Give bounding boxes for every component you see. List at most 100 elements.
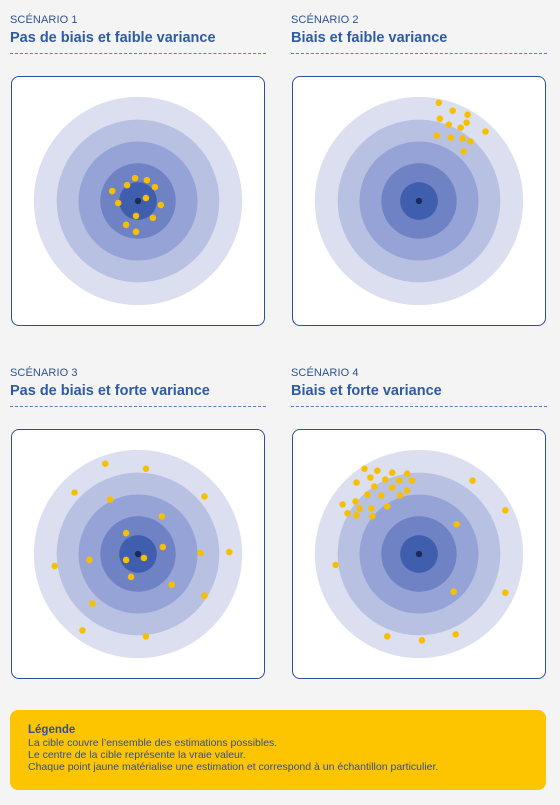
estimate-dot xyxy=(467,138,474,145)
scenario-2-target-panel xyxy=(292,76,546,326)
scenario-3-header: SCÉNARIO 3 Pas de biais et forte varianc… xyxy=(10,367,266,407)
estimate-dot xyxy=(463,119,470,126)
target-center-dot xyxy=(134,197,142,205)
estimate-dot xyxy=(123,181,131,189)
estimate-dot xyxy=(108,187,116,195)
estimate-dot xyxy=(51,562,58,570)
estimate-dot xyxy=(447,134,455,141)
estimate-dot xyxy=(482,128,489,135)
estimate-dot xyxy=(383,633,391,640)
estimate-dot xyxy=(122,556,130,564)
estimate-dot xyxy=(197,549,204,557)
legend-line-1: La cible couvre l’ensemble des estimatio… xyxy=(28,737,278,749)
estimate-dot xyxy=(157,201,165,209)
scenario-1-label: SCÉNARIO 1 xyxy=(10,14,78,26)
estimate-dot xyxy=(131,174,139,182)
estimate-dot xyxy=(122,221,130,229)
legend-title: Légende xyxy=(28,724,76,736)
estimate-dot xyxy=(383,503,391,510)
estimate-dot xyxy=(353,479,360,486)
estimate-dot xyxy=(159,543,167,551)
estimate-dot xyxy=(403,470,411,477)
scenario-3-title: Pas de biais et forte variance xyxy=(10,383,210,399)
scenario-2-divider xyxy=(291,53,547,54)
scenario-3-target xyxy=(33,449,243,659)
legend-line-3: Chaque point jaune matérialise une estim… xyxy=(28,761,439,773)
estimate-dot xyxy=(86,556,93,564)
estimate-dot xyxy=(418,637,426,644)
estimate-dot xyxy=(367,474,374,481)
estimate-dot xyxy=(502,589,509,596)
estimate-dot xyxy=(459,135,466,142)
estimate-dot xyxy=(371,483,378,490)
estimate-dot xyxy=(445,121,453,128)
scenario-1-target-panel xyxy=(11,76,265,326)
estimate-dot xyxy=(79,627,86,634)
estimate-dot xyxy=(374,467,381,474)
estimate-dot xyxy=(460,148,467,155)
scenario-2-header: SCÉNARIO 2 Biais et faible variance xyxy=(291,14,547,54)
estimate-dot xyxy=(436,115,444,122)
scenario-3-target-panel xyxy=(11,429,265,679)
estimate-dot xyxy=(140,554,148,562)
estimate-dot xyxy=(356,505,363,512)
scenario-4-target xyxy=(314,449,524,659)
estimate-dot xyxy=(369,513,376,520)
scenario-1-target xyxy=(33,96,243,306)
target-center-dot xyxy=(415,550,423,558)
estimate-dot xyxy=(149,214,157,222)
estimate-dot xyxy=(449,107,457,115)
estimate-dot xyxy=(352,498,359,505)
estimate-dot xyxy=(339,501,346,508)
scenario-3-label: SCÉNARIO 3 xyxy=(10,367,78,379)
estimate-dot xyxy=(158,513,166,520)
estimate-dot xyxy=(201,493,208,500)
estimate-dot xyxy=(353,512,360,519)
scenario-4-header: SCÉNARIO 4 Biais et forte variance xyxy=(291,367,547,407)
estimate-dot xyxy=(142,633,150,640)
legend-line-2: Le centre de la cible représente la vrai… xyxy=(28,749,246,761)
scenario-1-title: Pas de biais et faible variance xyxy=(10,30,216,46)
estimate-dot xyxy=(388,469,396,476)
estimate-dot xyxy=(142,194,150,202)
estimate-dot xyxy=(127,573,135,581)
estimate-dot xyxy=(381,476,389,483)
scenario-1-divider xyxy=(10,53,266,54)
estimate-dot xyxy=(469,477,476,484)
estimate-dot xyxy=(396,492,404,499)
scenario-2-target xyxy=(314,96,524,306)
estimate-dot xyxy=(332,561,339,569)
scenario-4-label: SCÉNARIO 4 xyxy=(291,367,359,379)
estimate-dot xyxy=(168,581,176,589)
estimate-dot xyxy=(132,212,140,220)
estimate-dot xyxy=(453,520,460,528)
estimate-dot xyxy=(106,496,114,503)
estimate-dot xyxy=(464,111,471,118)
estimate-dot xyxy=(433,132,441,139)
scenario-2-label: SCÉNARIO 2 xyxy=(291,14,359,26)
legend-box: Légende La cible couvre l’ensemble des e… xyxy=(10,710,546,790)
estimate-dot xyxy=(452,631,459,638)
estimate-dot xyxy=(122,529,130,537)
estimate-dot xyxy=(450,588,457,595)
estimate-dot xyxy=(71,489,78,496)
estimate-dot xyxy=(388,484,396,491)
target-center-dot xyxy=(134,550,142,558)
estimate-dot xyxy=(344,510,351,517)
scenario-1-header: SCÉNARIO 1 Pas de biais et faible varian… xyxy=(10,14,266,54)
estimate-dot xyxy=(395,477,403,484)
estimate-dot xyxy=(361,465,368,472)
target-center-dot xyxy=(415,197,423,205)
scenario-4-divider xyxy=(291,406,547,407)
estimate-dot xyxy=(132,228,140,236)
estimate-dot xyxy=(142,465,150,472)
estimate-dot xyxy=(114,199,122,207)
estimate-dot xyxy=(201,592,208,599)
scenario-4-target-panel xyxy=(292,429,546,679)
estimate-dot xyxy=(403,487,411,494)
estimate-dot xyxy=(101,460,109,468)
estimate-dot xyxy=(225,548,233,556)
scenario-2-title: Biais et faible variance xyxy=(291,30,448,46)
estimate-dot xyxy=(143,176,151,184)
estimate-dot xyxy=(151,183,159,191)
